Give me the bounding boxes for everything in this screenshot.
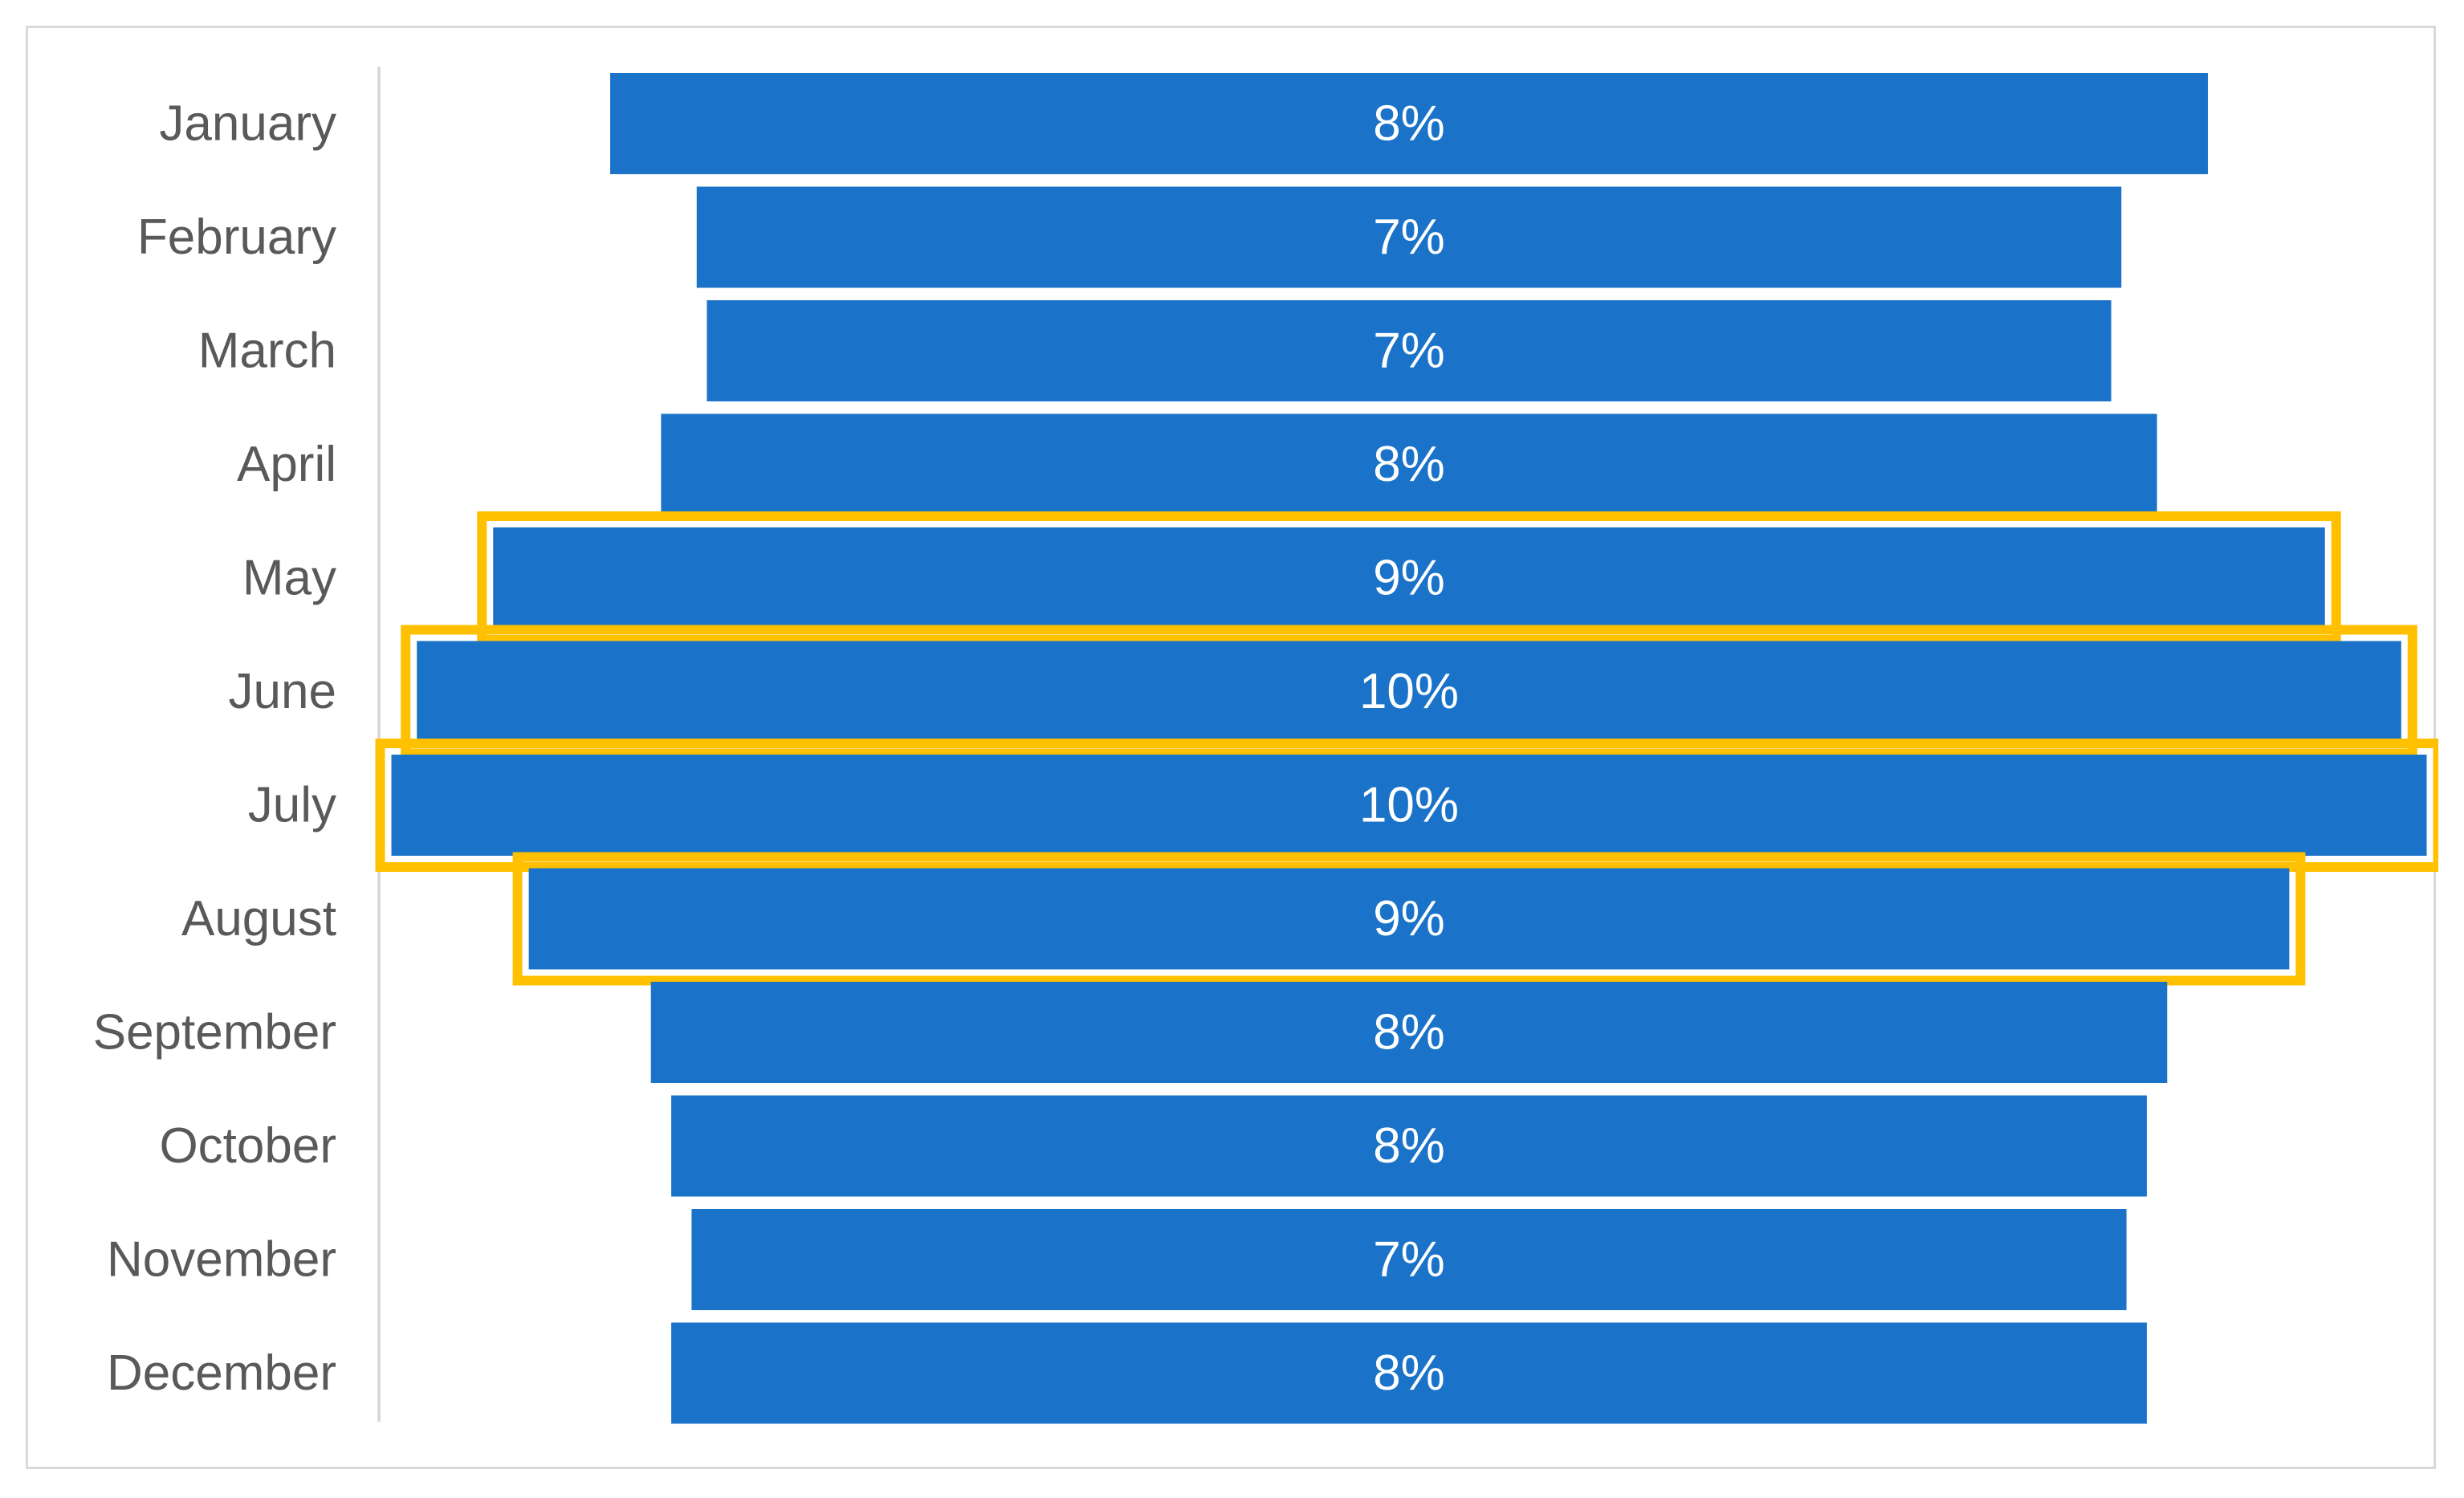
category-label-january: January [159, 96, 336, 152]
category-label-february: February [137, 210, 336, 265]
bar-march [707, 300, 2112, 401]
highlight-outline-may [477, 511, 2341, 645]
bar-december [671, 1322, 2147, 1424]
category-label-october: October [159, 1118, 336, 1174]
data-label-december: 8% [1373, 1345, 1445, 1401]
category-label-july: July [248, 778, 336, 833]
highlight-outline-july [375, 739, 2438, 872]
bar-may [493, 527, 2325, 629]
bar-october [671, 1095, 2147, 1197]
data-label-november: 7% [1373, 1232, 1445, 1288]
data-label-april: 8% [1373, 437, 1445, 492]
category-label-august: August [181, 891, 336, 946]
funnel-chart: January February March April May June July Augu… [93, 67, 2438, 1424]
category-label-december: December [107, 1345, 336, 1401]
bar-august [528, 868, 2290, 970]
data-label-august: 9% [1373, 891, 1445, 946]
category-label-june: June [229, 664, 336, 719]
data-label-march: 7% [1373, 324, 1445, 379]
data-label-may: 9% [1373, 551, 1445, 606]
category-label-march: March [198, 324, 336, 379]
category-label-april: April [237, 437, 336, 492]
category-label-september: September [93, 1005, 336, 1060]
highlight-outline-august [512, 852, 2306, 986]
bar-july [391, 755, 2427, 856]
data-label-october: 8% [1373, 1118, 1445, 1174]
bar-january [610, 73, 2208, 174]
bar-november [691, 1209, 2127, 1310]
category-label-november: November [107, 1232, 336, 1288]
bar-september [650, 982, 2168, 1083]
data-label-july: 10% [1359, 778, 1459, 833]
data-label-june: 10% [1359, 664, 1459, 719]
chart-frame: January February March April May June July Augu… [26, 26, 2438, 1469]
data-label-february: 7% [1373, 210, 1445, 265]
category-labels: January February March April May June July Augu… [93, 96, 336, 1402]
bar-february [696, 186, 2122, 288]
data-label-january: 8% [1373, 96, 1445, 152]
highlight-outline-june [401, 625, 2417, 759]
bar-april [661, 413, 2157, 515]
category-label-may: May [242, 551, 336, 606]
bars-group [375, 73, 2438, 1424]
data-label-september: 8% [1373, 1005, 1445, 1060]
data-labels: 8% 7% 7% 8% 9% 10% 10% 9% 8% 8% 7% 8% [1359, 96, 1459, 1402]
bar-june [417, 641, 2401, 743]
